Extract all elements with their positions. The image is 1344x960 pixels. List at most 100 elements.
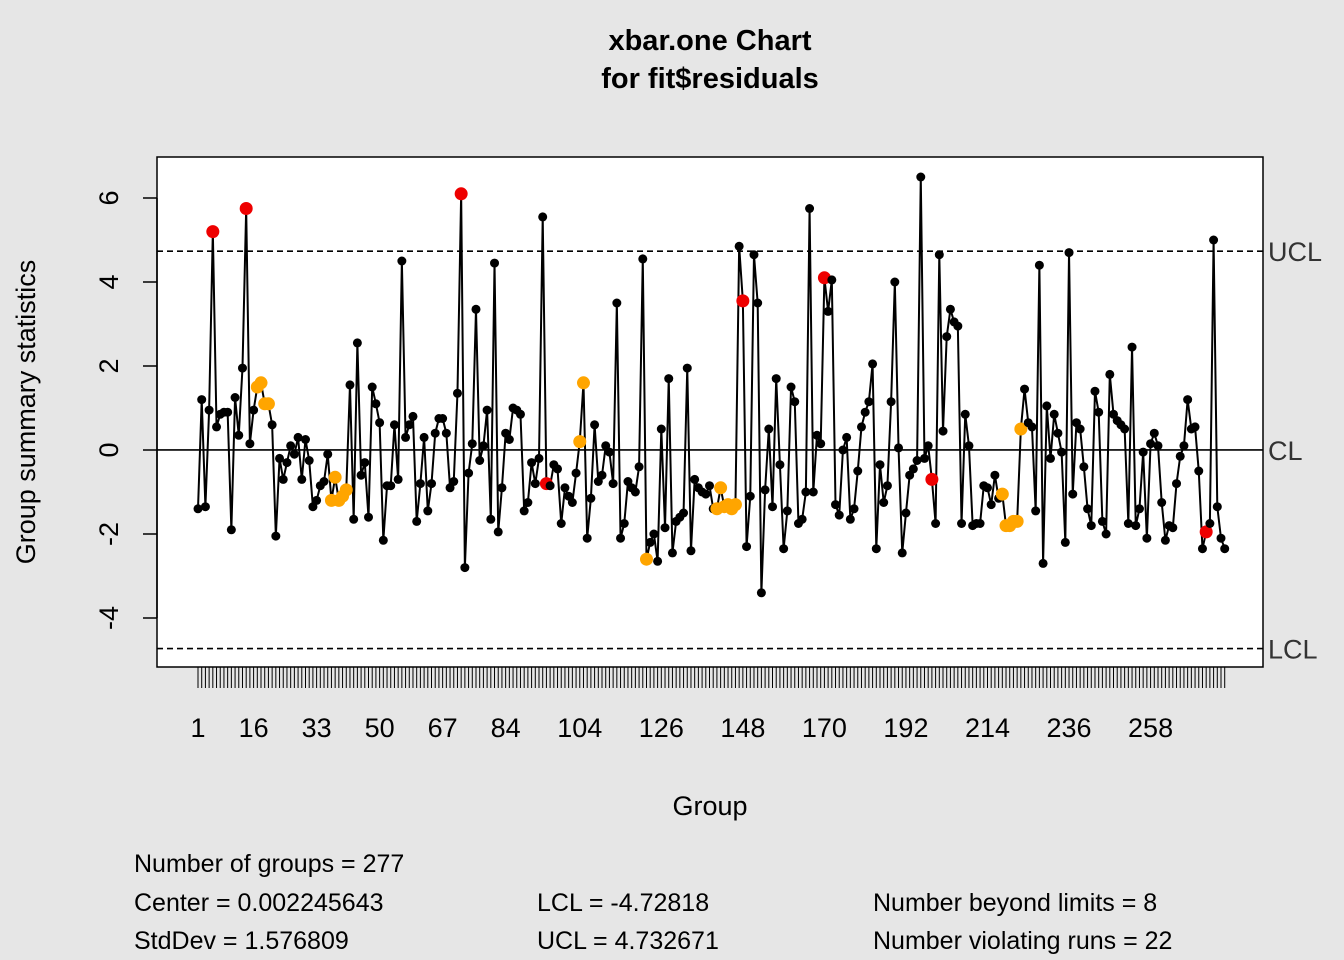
data-point [300,435,310,444]
data-point [1183,395,1193,405]
data-point [634,462,644,472]
data-point [827,275,837,285]
data-point [1146,439,1156,449]
data-point [404,420,414,430]
data-point [808,487,818,497]
data-point [367,382,377,392]
stat-ucl: UCL = 4.732671 [537,927,719,955]
data-point [990,470,1000,480]
x-tick-label: 236 [1047,713,1092,743]
data-point-violating-run [1014,422,1028,436]
data-point [1031,506,1041,516]
data-point [764,424,774,434]
data-point [423,506,433,516]
data-point [912,456,922,465]
data-point [608,479,618,489]
data-point [1205,519,1215,528]
data-point [204,405,214,415]
stat-center: Center = 0.002245643 [134,889,384,917]
data-point [212,422,222,432]
data-point [734,241,744,251]
data-point [1097,516,1107,526]
data-point [371,399,381,409]
data-point [471,304,481,314]
data-point [742,542,752,552]
data-point-violating-run [254,376,268,390]
x-rug [197,667,1226,688]
data-point [200,502,210,512]
data-point [478,441,488,451]
data-series [197,176,1226,593]
control-label-cl: CL [1268,436,1303,466]
y-tick-label: -2 [94,522,124,546]
data-point-beyond-limits [454,187,468,201]
data-point [275,453,285,463]
data-point [312,495,322,505]
data-point [408,411,418,421]
data-point [860,407,870,417]
data-point [430,428,440,438]
data-point-beyond-limits [736,294,750,308]
data-point [582,533,592,543]
data-point [1090,386,1100,396]
data-point [753,298,763,308]
data-point [919,453,929,463]
data-point [1094,407,1104,417]
data-point-violating-run [728,498,742,512]
data-point [452,388,462,398]
data-point [545,481,555,491]
x-tick-label: 170 [802,713,847,743]
data-point [497,483,507,493]
data-point [638,254,648,264]
x-tick-label: 126 [639,713,684,743]
data-point [289,449,299,459]
control-lines: UCL CL LCL [157,237,1322,665]
data-point [234,430,244,440]
data-point [375,418,385,428]
data-point [1157,498,1167,507]
data-point [1127,342,1137,352]
data-point-violating-run [576,376,590,390]
data-point [1057,447,1067,457]
data-point [953,321,963,331]
data-point [1138,447,1148,457]
data-point [297,474,307,484]
y-tick-label: 0 [94,442,124,457]
x-tick-label: 84 [491,713,521,743]
data-point [649,529,659,539]
data-point [1083,504,1093,514]
x-tick-label: 258 [1128,713,1173,743]
stat-stddev: StdDev = 1.576809 [134,927,349,955]
data-point [323,449,333,459]
data-point [412,516,422,526]
data-point [1179,441,1189,451]
data-point [490,258,500,268]
data-point-violating-run [714,481,728,495]
data-point [538,212,548,222]
data-point [679,508,689,518]
data-point [1131,521,1141,531]
stat-groups: Number of groups = 277 [134,850,404,878]
data-point [1216,533,1226,543]
data-point [1027,422,1037,432]
data-point [586,493,596,503]
data-point [812,430,822,440]
data-point [389,420,399,430]
data-point [831,500,841,510]
data-point [853,466,863,476]
x-tick-label: 192 [883,713,928,743]
data-point [1168,523,1178,533]
data-point [267,420,277,430]
data-point [1053,428,1063,438]
data-point [897,548,907,558]
data-point [842,432,852,442]
data-point [612,298,622,308]
data-point [486,514,496,524]
data-point [1086,521,1096,531]
data-point [938,426,948,436]
data-point [845,514,855,524]
data-point [534,453,544,463]
data-point [964,441,974,451]
data-point-beyond-limits [206,225,220,239]
